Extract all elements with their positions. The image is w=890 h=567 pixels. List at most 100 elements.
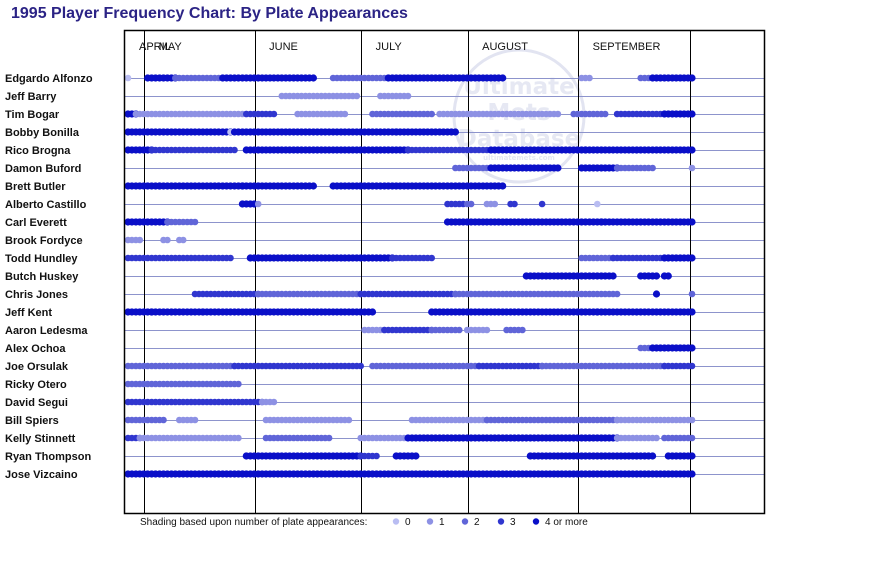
legend: Shading based upon number of plate appea…: [140, 517, 588, 528]
player-label: Kelly Stinnett: [5, 433, 76, 445]
pa-dot: [688, 164, 696, 172]
player-label: Rico Brogna: [5, 145, 71, 157]
player-label: Todd Hundley: [5, 253, 78, 265]
watermark-url: ultimatemets.com: [483, 154, 555, 162]
player-label: Jeff Barry: [5, 91, 57, 103]
player-label: Brett Butler: [5, 181, 66, 193]
pa-dot: [373, 452, 380, 460]
legend-swatch: [392, 518, 400, 525]
pa-dot: [483, 326, 491, 334]
pa-dot: [519, 326, 526, 334]
legend-swatch: [532, 518, 540, 525]
player-label: Ricky Otero: [5, 379, 67, 391]
player-label: Bill Spiers: [5, 415, 59, 427]
pa-dot: [688, 344, 696, 352]
player-label: Bobby Bonilla: [5, 127, 80, 139]
pa-dot: [270, 398, 278, 406]
player-label: Edgardo Alfonzo: [5, 73, 93, 85]
plate-appearance-dots: [124, 74, 696, 478]
pa-dot: [428, 254, 436, 262]
pa-dot: [688, 470, 696, 478]
month-label: SEPTEMBER: [593, 41, 661, 53]
pa-dot: [688, 452, 696, 460]
player-label: Ryan Thompson: [5, 451, 91, 463]
pa-dot: [309, 74, 317, 82]
month-label: JULY: [376, 41, 403, 53]
player-label: David Segui: [5, 397, 68, 409]
pa-dot: [652, 272, 661, 280]
month-label: MAY: [159, 41, 183, 53]
legend-swatch: [497, 518, 505, 525]
pa-dot: [688, 290, 696, 298]
pa-dot: [601, 110, 609, 118]
pa-dot: [254, 200, 262, 208]
player-label: Tim Bogar: [5, 109, 60, 121]
legend-label: Shading based upon number of plate appea…: [140, 517, 367, 528]
player-label: Carl Everett: [5, 217, 67, 229]
pa-dot: [404, 92, 412, 100]
pa-dot: [649, 452, 657, 460]
month-label: JUNE: [269, 41, 298, 53]
pa-dot: [613, 290, 621, 298]
pa-dot: [554, 110, 562, 118]
pa-dot: [688, 146, 696, 154]
pa-dot: [309, 182, 317, 190]
player-name-labels: Edgardo Alfonzo Jeff Barry Tim Bogar Bobby …: [5, 73, 93, 481]
pa-dot: [136, 236, 144, 244]
pa-dot: [594, 200, 601, 208]
pa-dot: [353, 92, 361, 100]
pa-dot: [412, 452, 420, 460]
month-label: AUGUST: [482, 41, 528, 53]
player-label: Chris Jones: [5, 289, 68, 301]
pa-dot: [511, 200, 518, 208]
legend-item-label: 2: [474, 517, 480, 528]
pa-dot: [231, 146, 238, 154]
pa-dot: [164, 236, 171, 244]
pa-dot: [688, 308, 696, 316]
chart-title: 1995 Player Frequency Chart: By Plate Ap…: [11, 5, 408, 22]
chart-frame: [123, 29, 766, 515]
pa-dot: [491, 200, 499, 208]
pa-dot: [368, 308, 377, 316]
pa-dot: [160, 416, 167, 424]
legend-item-label: 4 or more: [545, 517, 588, 528]
pa-dot: [179, 236, 187, 244]
pa-dot: [191, 416, 199, 424]
legend-swatch: [461, 518, 469, 525]
pa-dot: [688, 74, 696, 82]
player-label: Alex Ochoa: [5, 343, 66, 355]
month-label: APRIL: [139, 41, 171, 53]
pa-dot: [649, 164, 656, 172]
player-label: Jose Vizcaino: [5, 469, 78, 481]
pa-dot: [467, 200, 475, 208]
pa-dot: [227, 254, 234, 262]
pa-dot: [499, 182, 507, 190]
pa-dot: [341, 110, 349, 118]
player-label: Butch Huskey: [5, 271, 79, 283]
pa-dot: [235, 380, 242, 388]
pa-dot: [499, 74, 507, 82]
pa-dot: [191, 218, 199, 226]
pa-dot: [325, 434, 333, 442]
pa-dot: [451, 128, 459, 136]
pa-dot: [124, 74, 132, 82]
pa-dot: [688, 362, 696, 370]
pa-dot: [235, 434, 242, 442]
pa-dot: [664, 272, 672, 280]
pa-dot: [609, 272, 617, 280]
player-label: Jeff Kent: [5, 307, 52, 319]
pa-dot: [688, 254, 696, 262]
legend-item-label: 1: [439, 517, 445, 528]
legend-item-label: 3: [510, 517, 516, 528]
pa-dot: [428, 110, 436, 118]
player-label: Damon Buford: [5, 163, 81, 175]
pa-dot: [538, 200, 546, 208]
player-label: Brook Fordyce: [5, 235, 83, 247]
pa-dot: [652, 290, 661, 298]
pa-dot: [586, 74, 593, 82]
pa-dot: [688, 218, 696, 226]
legend-swatch: [426, 518, 434, 525]
pa-dot: [357, 362, 365, 370]
